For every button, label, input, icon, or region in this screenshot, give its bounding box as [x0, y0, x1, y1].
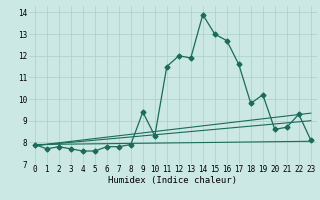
X-axis label: Humidex (Indice chaleur): Humidex (Indice chaleur) — [108, 176, 237, 185]
